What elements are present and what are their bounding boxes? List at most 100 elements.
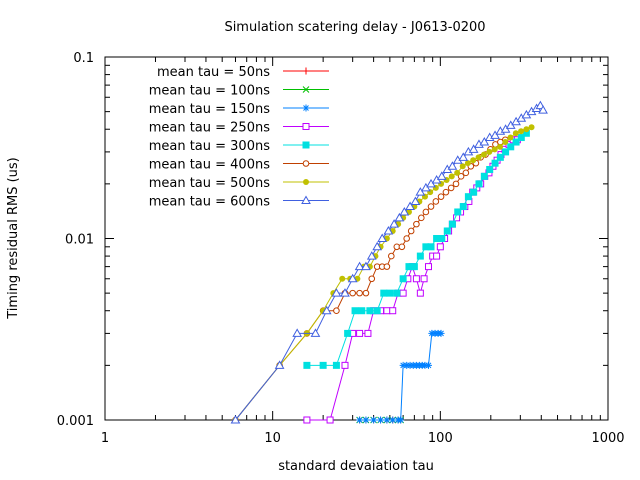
- y-tick-label: 0.01: [65, 233, 94, 248]
- data-point: [415, 187, 426, 196]
- data-point: [339, 275, 346, 282]
- data-point: [331, 288, 342, 297]
- data-point: [452, 180, 460, 188]
- data-point: [420, 275, 428, 283]
- data-point: [464, 193, 472, 201]
- series-6: [232, 136, 509, 424]
- data-point: [459, 163, 466, 170]
- data-point: [358, 307, 366, 315]
- x-tick-label: 100: [428, 431, 453, 446]
- data-point: [383, 263, 391, 270]
- data-point: [398, 243, 406, 251]
- data-point: [412, 275, 420, 283]
- legend-entry: mean tau = 250ns: [149, 121, 329, 136]
- data-point: [362, 289, 370, 297]
- data-point: [479, 137, 490, 146]
- series-5: [303, 129, 530, 369]
- data-point: [459, 203, 467, 211]
- legend-marker: [301, 195, 311, 204]
- data-point: [356, 416, 364, 424]
- legend: mean tau = 50ns mean tau = 100ns mean tau …: [149, 65, 329, 210]
- data-point: [528, 124, 535, 131]
- data-point: [502, 139, 509, 146]
- legend-marker: [302, 104, 310, 112]
- x-tick-label: 1000: [591, 431, 624, 446]
- data-point: [436, 171, 447, 180]
- data-point: [366, 307, 374, 315]
- data-point: [491, 159, 499, 167]
- data-point: [470, 188, 478, 196]
- series-line: [235, 104, 544, 421]
- data-point: [486, 148, 493, 155]
- data-point: [373, 307, 381, 315]
- data-point: [416, 252, 424, 260]
- data-point: [347, 273, 358, 283]
- data-point: [462, 169, 470, 177]
- data-point: [389, 416, 397, 424]
- data-point: [356, 329, 364, 337]
- legend-label: mean tau = 50ns: [157, 65, 270, 80]
- data-point: [497, 143, 504, 150]
- data-point: [321, 305, 332, 315]
- data-point: [454, 169, 461, 176]
- x-tick-label: 10: [264, 431, 281, 446]
- data-point: [303, 416, 311, 424]
- data-point: [356, 289, 363, 297]
- x-tick-label: 1: [101, 431, 109, 446]
- legend-marker: [302, 141, 310, 149]
- legend-entry: mean tau = 150ns: [149, 102, 329, 117]
- data-point: [447, 161, 458, 170]
- data-point: [486, 165, 494, 173]
- data-point: [310, 328, 321, 337]
- y-tick-label: 0.1: [73, 51, 94, 66]
- data-point: [399, 289, 407, 297]
- data-point: [399, 275, 407, 283]
- data-point: [383, 225, 394, 235]
- series-line: [359, 332, 442, 421]
- data-point: [388, 252, 395, 260]
- data-point: [416, 289, 424, 297]
- data-point: [377, 233, 388, 242]
- data-point: [422, 243, 430, 251]
- data-point: [447, 184, 455, 192]
- legend-entry: mean tau = 300ns: [149, 139, 329, 154]
- data-point: [354, 261, 365, 271]
- data-point: [377, 416, 385, 424]
- data-point: [340, 288, 350, 297]
- legend-entry: mean tau = 400ns: [149, 158, 329, 173]
- data-point: [403, 235, 410, 242]
- data-point: [366, 251, 377, 260]
- data-point: [518, 128, 525, 135]
- data-point: [457, 173, 465, 180]
- data-point: [512, 138, 520, 146]
- data-point: [424, 361, 432, 369]
- data-point: [383, 416, 391, 424]
- data-point: [386, 289, 394, 297]
- data-point: [341, 361, 349, 369]
- data-point: [349, 289, 356, 297]
- data-point: [410, 263, 418, 271]
- legend-marker: [302, 123, 310, 130]
- data-point: [470, 157, 477, 164]
- legend-entry: mean tau = 100ns: [149, 84, 329, 99]
- data-point: [332, 361, 340, 369]
- data-point: [370, 416, 378, 424]
- data-point: [393, 289, 401, 297]
- data-point: [421, 361, 429, 369]
- legend-entry: mean tau = 50ns: [157, 65, 329, 80]
- data-point: [399, 361, 407, 369]
- data-point: [274, 360, 285, 369]
- data-point: [389, 307, 397, 315]
- data-point: [432, 198, 440, 205]
- data-point: [438, 235, 446, 242]
- data-point: [433, 235, 441, 242]
- legend-marker: [302, 160, 310, 167]
- series-layer: [230, 100, 548, 424]
- legend-label: mean tau = 100ns: [149, 84, 271, 99]
- data-point: [413, 220, 420, 228]
- data-point: [454, 208, 462, 216]
- data-point: [422, 208, 430, 216]
- y-axis: 0.001 0.01 0.1: [57, 51, 608, 429]
- data-point: [319, 361, 327, 369]
